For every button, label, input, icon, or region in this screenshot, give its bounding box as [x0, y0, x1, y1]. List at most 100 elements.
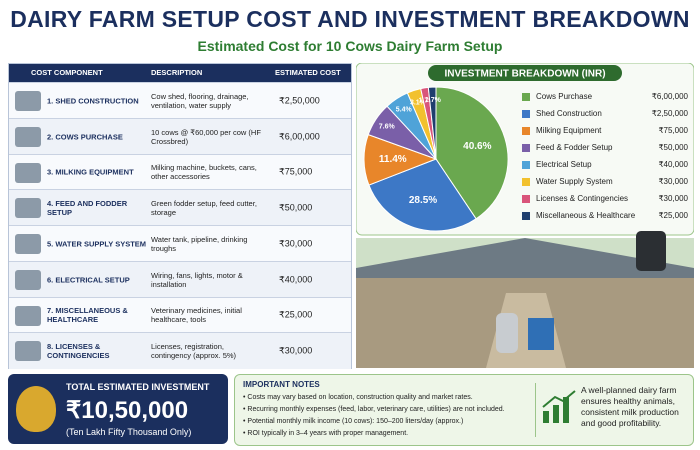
slice-label: 3.1%: [410, 100, 427, 107]
description: Water tank, pipeline, drinking troughs: [151, 234, 248, 253]
legend-label: Feed & Fodder Setup: [536, 143, 613, 152]
legend-amount: ₹75,000: [658, 126, 688, 135]
table-row: 7. MISCELLANEOUS & HEALTHCARE Veterinary …: [9, 296, 351, 334]
cost-component: 5. WATER SUPPLY SYSTEM: [47, 239, 147, 249]
legend-label: Cows Purchase: [536, 92, 593, 101]
slice-label: 28.5%: [409, 195, 437, 206]
estimated-cost: ₹50,000: [279, 202, 313, 213]
description: Wiring, fans, lights, motor & installati…: [151, 270, 243, 289]
legend-label: Miscellaneous & Healthcare: [536, 211, 636, 220]
slice-label: 5.4%: [396, 106, 413, 113]
legend-swatch: [522, 178, 530, 186]
legend-swatch: [522, 127, 530, 135]
note-item: • Recurring monthly expenses (feed, labo…: [243, 406, 505, 413]
cost-component: 6. ELECTRICAL SETUP: [47, 275, 130, 285]
cost-table: COST COMPONENT DESCRIPTION ESTIMATED COST …: [8, 63, 352, 369]
slice-label: 1.7%: [425, 97, 442, 104]
legend-swatch: [522, 93, 530, 101]
pie-slice: [435, 86, 509, 220]
legend-swatch: [522, 195, 530, 203]
description: Veterinary medicines, initial healthcare…: [151, 306, 242, 325]
legend-amount: ₹30,000: [658, 194, 688, 203]
cost-component: 4. FEED AND FODDER SETUP: [47, 199, 128, 218]
table-row: 2. COWS PURCHASE 10 cows @ ₹60,000 per co…: [9, 117, 351, 155]
legend-swatch: [522, 110, 530, 118]
description: Licenses, registration, contingency (app…: [151, 342, 237, 361]
cost-component: 3. MILKING EQUIPMENT: [47, 167, 134, 177]
chart: INVESTMENT BREAKDOWN (INR) 40.6% 28.5% 11.…: [356, 63, 694, 368]
legend-amount: ₹25,000: [658, 211, 688, 220]
notes-title: IMPORTANT NOTES: [243, 380, 320, 389]
legend-label: Licenses & Contingencies: [536, 194, 628, 203]
row-icon: [15, 198, 41, 219]
cost-component: 1. SHED CONSTRUCTION: [47, 96, 139, 106]
table-row: 8. LICENSES & CONTINGENCIES Licenses, reg…: [9, 332, 351, 369]
description: Cow shed, flooring, drainage, ventilatio…: [151, 91, 249, 110]
slice-label: 11.4%: [379, 154, 407, 165]
notes-box: IMPORTANT NOTES • Costs may vary based o…: [234, 374, 694, 446]
legend-amount: ₹50,000: [658, 143, 688, 152]
legend-label: Water Supply System: [536, 177, 613, 186]
slice-label: 40.6%: [463, 141, 491, 152]
chart-title: INVESTMENT BREAKDOWN (INR): [444, 69, 605, 80]
legend-label: Shed Construction: [536, 109, 602, 118]
farm-photo: [356, 231, 694, 368]
page-subtitle: Estimated Cost for 10 Cows Dairy Farm Se…: [197, 38, 503, 54]
growth-icon: [542, 390, 576, 423]
slice-label: 1.7%: [419, 98, 436, 105]
description: 10 cows @ ₹60,000 per cow (HF Crossbred): [151, 127, 261, 146]
row-icon: [15, 234, 41, 254]
money-bag-icon: [16, 386, 56, 432]
legend-amount: ₹30,000: [658, 177, 688, 186]
slice-label: 7.6%: [379, 123, 396, 130]
legend-amount: ₹6,00,000: [652, 92, 689, 101]
cost-component: 2. COWS PURCHASE: [47, 132, 123, 142]
notes-list: • Costs may vary based on location, cons…: [243, 392, 528, 440]
estimated-cost: ₹40,000: [279, 274, 313, 285]
note-item: • Potential monthly milk income (10 cows…: [243, 418, 464, 425]
estimated-cost: ₹30,000: [279, 345, 313, 356]
row-icon: [15, 269, 41, 290]
total-words: (Ten Lakh Fifty Thousand Only): [66, 427, 192, 437]
estimated-cost: ₹75,000: [279, 166, 313, 177]
estimated-cost: ₹2,50,000: [279, 95, 320, 106]
row-icon: [15, 305, 41, 326]
legend-swatch: [522, 161, 530, 169]
column-header: COST COMPONENT: [9, 64, 147, 82]
row-icon: [15, 91, 41, 111]
page-title: DAIRY FARM SETUP COST AND INVESTMENT BRE…: [10, 6, 690, 32]
estimated-cost: ₹6,00,000: [279, 131, 320, 142]
note-item: • Costs may vary based on location, cons…: [243, 394, 473, 401]
column-header: ESTIMATED COST (INR): [271, 64, 351, 95]
total-amount: ₹10,50,000: [66, 397, 189, 424]
table-row: 4. FEED AND FODDER SETUP Green fodder set…: [9, 189, 351, 226]
table-row: 3. MILKING EQUIPMENT Milking machine, buc…: [9, 153, 351, 191]
tip-text: A well-planned dairy farm ensures health…: [581, 385, 679, 428]
table-row: 6. ELECTRICAL SETUP Wiring, fans, lights,…: [9, 260, 351, 298]
legend-label: Milking Equipment: [536, 126, 602, 135]
chart-title-bg: [428, 65, 622, 81]
total-label: TOTAL ESTIMATED INVESTMENT: [66, 382, 210, 392]
description: Green fodder setup, feed cutter, storage: [151, 199, 257, 218]
column-header: DESCRIPTION: [147, 64, 271, 82]
total-box: TOTAL ESTIMATED INVESTMENT ₹10,50,000 (T…: [8, 374, 228, 444]
pie-slice: [368, 158, 477, 232]
row-icon: [15, 126, 41, 147]
legend-swatch: [522, 144, 530, 152]
table-row: 1. SHED CONSTRUCTION Cow shed, flooring, …: [9, 82, 351, 119]
description: Milking machine, buckets, cans, other ac…: [151, 163, 257, 182]
legend-amount: ₹2,50,000: [652, 109, 689, 118]
cost-component: 7. MISCELLANEOUS & HEALTHCARE: [47, 306, 128, 325]
row-icon: [15, 162, 41, 183]
cost-component: 8. LICENSES & CONTINGENCIES: [47, 342, 110, 361]
legend-label: Electrical Setup: [536, 160, 592, 169]
estimated-cost: ₹25,000: [279, 309, 313, 320]
divider: [535, 383, 536, 437]
row-icon: [15, 341, 41, 362]
legend-amount: ₹40,000: [658, 160, 688, 169]
table-row: 5. WATER SUPPLY SYSTEM Water tank, pipeli…: [9, 225, 351, 262]
legend-swatch: [522, 212, 530, 220]
note-item: • ROI typically in 3–4 years with proper…: [243, 430, 409, 437]
pie-slice: [427, 86, 437, 160]
